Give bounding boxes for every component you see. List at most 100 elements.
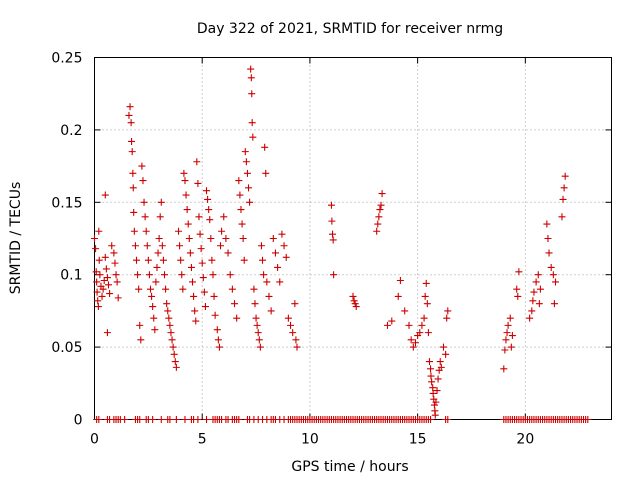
data-point xyxy=(350,297,358,305)
data-point xyxy=(205,206,213,214)
data-point xyxy=(144,256,152,264)
data-point xyxy=(103,274,111,282)
data-point xyxy=(178,271,186,279)
data-point xyxy=(162,285,170,293)
data-point xyxy=(532,278,540,286)
data-point xyxy=(416,329,424,337)
data-point xyxy=(125,111,133,119)
data-point xyxy=(431,411,439,419)
data-point xyxy=(157,198,165,206)
data-point xyxy=(528,307,536,315)
data-point xyxy=(503,329,511,337)
data-point xyxy=(222,235,230,242)
data-point xyxy=(432,398,440,406)
data-point xyxy=(204,195,212,203)
data-point xyxy=(164,307,172,315)
data-point xyxy=(112,271,120,279)
data-point xyxy=(388,317,396,325)
x-tick-label: 20 xyxy=(516,432,534,448)
data-point xyxy=(103,329,111,337)
data-point xyxy=(154,249,162,257)
data-point xyxy=(136,321,144,329)
data-point xyxy=(409,343,417,351)
data-point xyxy=(235,177,243,185)
data-point xyxy=(260,271,268,279)
data-point xyxy=(437,363,445,371)
data-point xyxy=(239,235,247,242)
data-point xyxy=(126,103,134,111)
data-point xyxy=(101,191,109,199)
data-point xyxy=(157,416,165,423)
data-point xyxy=(166,416,174,423)
y-tick-label: 0 xyxy=(74,413,83,429)
data-point xyxy=(149,303,157,311)
data-point xyxy=(250,285,258,293)
data-point xyxy=(293,343,301,351)
chart-title: Day 322 of 2021, SRMTID for receiver nrm… xyxy=(197,21,503,37)
data-point xyxy=(134,271,142,279)
data-point xyxy=(165,314,173,322)
data-point xyxy=(507,343,515,351)
data-point xyxy=(114,294,122,302)
data-point xyxy=(394,292,402,300)
data-point xyxy=(156,213,164,221)
data-point xyxy=(274,263,282,271)
data-point xyxy=(278,230,286,238)
data-point xyxy=(121,416,129,423)
data-point xyxy=(262,169,270,177)
data-point xyxy=(411,339,419,347)
data-point xyxy=(92,268,100,276)
data-point xyxy=(236,191,244,199)
data-point xyxy=(271,249,279,257)
data-point xyxy=(526,314,534,322)
data-point xyxy=(226,271,234,279)
data-point xyxy=(558,213,566,221)
data-point xyxy=(208,256,216,264)
data-point xyxy=(427,372,435,380)
data-point xyxy=(149,416,157,423)
data-point xyxy=(190,292,198,300)
x-axis-title: GPS time / hours xyxy=(291,459,408,475)
data-point xyxy=(383,321,391,329)
data-point xyxy=(396,276,404,284)
data-point xyxy=(284,314,292,322)
data-point xyxy=(329,236,337,244)
data-point xyxy=(418,321,426,329)
data-point xyxy=(181,416,189,423)
data-point xyxy=(543,220,551,228)
data-point xyxy=(513,285,521,293)
data-point xyxy=(247,65,255,73)
data-point xyxy=(433,387,441,395)
data-point xyxy=(420,314,428,322)
data-point xyxy=(530,288,538,296)
data-point xyxy=(551,278,559,286)
data-point xyxy=(291,300,299,308)
data-point xyxy=(96,271,104,279)
data-point xyxy=(535,300,543,308)
y-tick-label: 0.05 xyxy=(51,340,82,356)
data-point xyxy=(148,292,156,300)
data-point xyxy=(137,336,145,344)
data-point xyxy=(108,242,116,250)
data-point xyxy=(243,169,251,177)
data-point xyxy=(252,314,260,322)
data-point xyxy=(436,358,444,366)
x-tick-label: 15 xyxy=(409,432,427,448)
data-point xyxy=(206,216,214,224)
data-point xyxy=(113,278,121,286)
data-point xyxy=(198,259,206,267)
data-point xyxy=(282,253,290,261)
data-point xyxy=(150,314,158,322)
data-point xyxy=(218,227,226,235)
plot-border xyxy=(94,57,612,420)
y-axis-title: SRMTID / TECUs xyxy=(8,182,24,295)
data-point xyxy=(584,416,592,423)
data-point xyxy=(247,74,255,82)
data-point xyxy=(280,242,288,250)
data-point xyxy=(128,148,136,156)
data-point xyxy=(559,195,567,203)
data-point xyxy=(171,358,179,366)
data-point xyxy=(99,285,107,293)
data-point xyxy=(241,148,249,156)
